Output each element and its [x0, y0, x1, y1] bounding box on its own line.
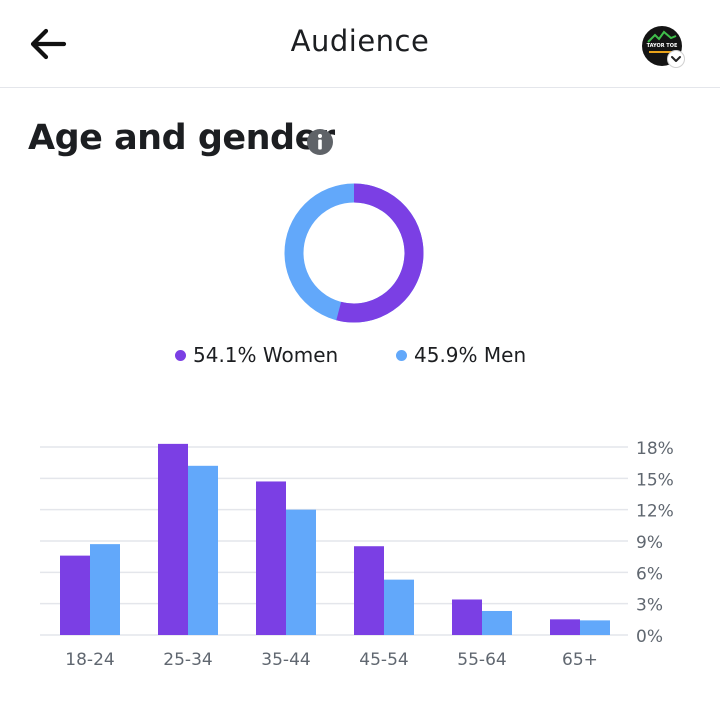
bar-women-45-54	[354, 546, 384, 635]
y-tick-label: 3%	[636, 596, 663, 616]
page-title: Audience	[290, 24, 430, 58]
x-tick-label: 35-44	[261, 650, 310, 670]
bar-men-55-64	[482, 610, 512, 635]
bar-men-25-34	[188, 465, 218, 635]
x-tick-label: 45-54	[359, 650, 408, 670]
chevron-down-icon	[671, 56, 681, 62]
x-tick-label: 65+	[562, 650, 598, 670]
bar-men-65+	[580, 620, 610, 635]
y-tick-label: 6%	[636, 564, 663, 584]
info-icon	[307, 129, 333, 155]
x-tick-label: 18-24	[65, 650, 114, 670]
account-menu-badge	[667, 50, 685, 68]
bar-women-35-44	[256, 481, 286, 635]
men-legend-dot	[396, 350, 407, 361]
top-bar: Audience TAYOR TOE	[0, 0, 720, 88]
avatar-logo-icon	[647, 30, 677, 53]
bar-women-18-24	[60, 555, 90, 635]
women-legend-label: 54.1% Women	[193, 343, 339, 367]
women-legend-dot	[175, 350, 186, 361]
bar-men-35-44	[286, 509, 316, 635]
bar-men-18-24	[90, 544, 120, 635]
info-button[interactable]	[306, 128, 334, 156]
section-title: Age and gender	[28, 118, 335, 158]
avatar-text: TAYOR TOE	[646, 43, 678, 49]
gender-donut-chart	[284, 183, 424, 323]
bar-men-45-54	[384, 579, 414, 635]
x-tick-label: 55-64	[457, 650, 506, 670]
back-button[interactable]	[26, 24, 70, 64]
account-switcher-button[interactable]: TAYOR TOE	[640, 24, 688, 68]
y-tick-label: 18%	[636, 439, 674, 459]
donut-women-arc	[336, 183, 424, 323]
y-tick-label: 9%	[636, 533, 663, 553]
back-arrow-icon	[30, 28, 67, 60]
x-tick-label: 25-34	[163, 650, 212, 670]
bar-women-55-64	[452, 599, 482, 635]
men-legend-label: 45.9% Men	[414, 343, 527, 367]
bar-women-25-34	[158, 443, 188, 635]
avatar: TAYOR TOE	[642, 26, 682, 66]
y-tick-label: 12%	[636, 502, 674, 522]
bar-women-65+	[550, 619, 580, 635]
y-tick-label: 0%	[636, 627, 663, 647]
age-gender-bar-chart: 0% 3% 6% 9% 12% 15% 18% 18-24 25-34 35-44 45-54 55-…	[40, 439, 674, 670]
y-tick-label: 15%	[636, 470, 674, 490]
